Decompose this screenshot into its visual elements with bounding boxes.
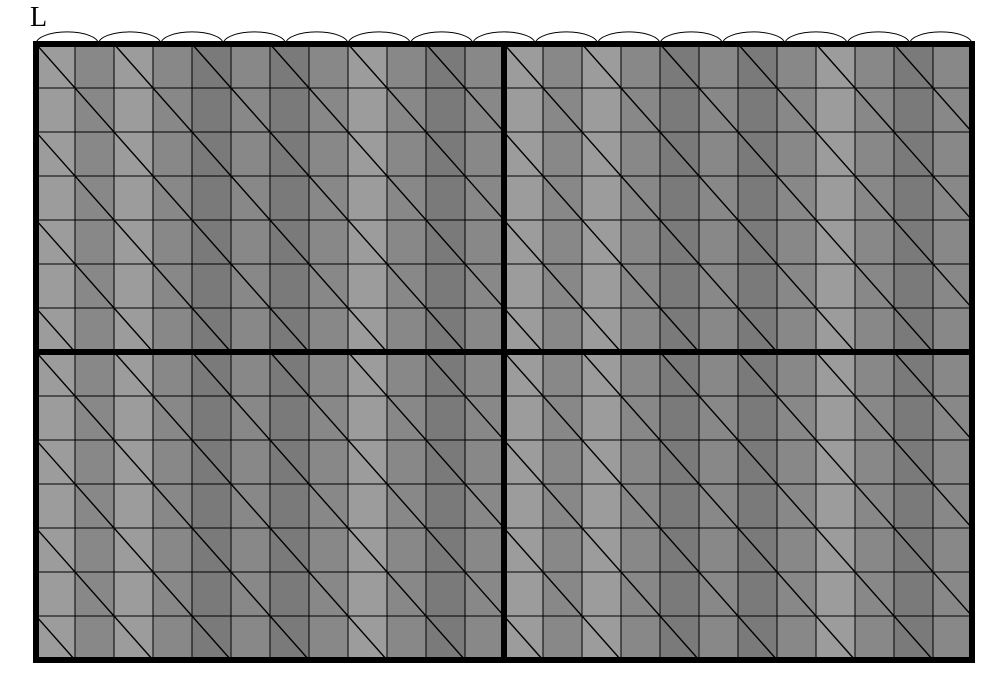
column-fill	[426, 352, 465, 660]
column-fill	[348, 352, 387, 660]
column-fill	[660, 44, 699, 352]
label-l: L	[30, 2, 47, 33]
diagonal-line	[972, 44, 1000, 352]
column-fill	[114, 44, 153, 352]
column-fill	[894, 44, 933, 352]
column-fill	[270, 352, 309, 660]
column-fill	[504, 44, 543, 352]
column-fill	[816, 352, 855, 660]
column-fill	[660, 352, 699, 660]
column-fill	[36, 352, 75, 660]
diagonal-line	[972, 352, 1000, 660]
column-fill	[36, 44, 75, 352]
diagonal-line	[972, 44, 1000, 352]
column-fill	[582, 44, 621, 352]
column-fill	[192, 44, 231, 352]
diagram-canvas: L	[0, 0, 1000, 674]
diagonal-line	[972, 352, 1000, 660]
column-fill	[426, 44, 465, 352]
column-fill	[816, 44, 855, 352]
column-fill	[738, 44, 777, 352]
column-fill	[192, 352, 231, 660]
column-fill	[582, 352, 621, 660]
column-fill	[114, 352, 153, 660]
column-fill	[894, 352, 933, 660]
column-fill	[504, 352, 543, 660]
column-fill	[348, 44, 387, 352]
column-fill	[270, 44, 309, 352]
column-fill	[738, 352, 777, 660]
